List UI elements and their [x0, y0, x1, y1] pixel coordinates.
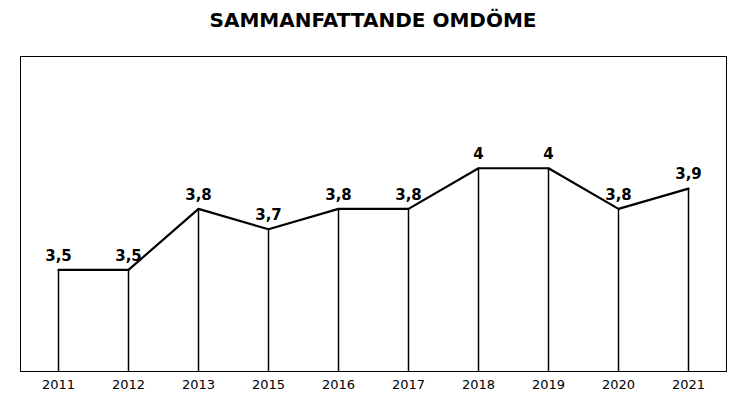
svg-text:2018: 2018	[462, 377, 495, 392]
svg-text:2016: 2016	[322, 377, 355, 392]
svg-text:3,8: 3,8	[605, 186, 632, 204]
svg-text:2013: 2013	[182, 377, 215, 392]
svg-text:2020: 2020	[602, 377, 635, 392]
svg-text:4: 4	[543, 145, 553, 163]
svg-text:3,5: 3,5	[115, 247, 142, 265]
svg-text:2017: 2017	[392, 377, 425, 392]
svg-text:3,9: 3,9	[675, 165, 702, 183]
svg-text:3,8: 3,8	[325, 186, 352, 204]
svg-text:3,8: 3,8	[185, 186, 212, 204]
svg-text:4: 4	[473, 145, 483, 163]
svg-text:2021: 2021	[672, 377, 705, 392]
svg-text:2015: 2015	[252, 377, 285, 392]
svg-text:3,7: 3,7	[255, 206, 282, 224]
svg-text:3,8: 3,8	[395, 186, 422, 204]
svg-text:2012: 2012	[112, 377, 145, 392]
svg-text:2011: 2011	[42, 377, 75, 392]
html-text:SAMMANFATTANDE OMDÖME: SAMMANFATTANDE OMDÖME	[209, 8, 537, 32]
svg-text:3,5: 3,5	[45, 247, 72, 265]
svg-text:2019: 2019	[532, 377, 565, 392]
